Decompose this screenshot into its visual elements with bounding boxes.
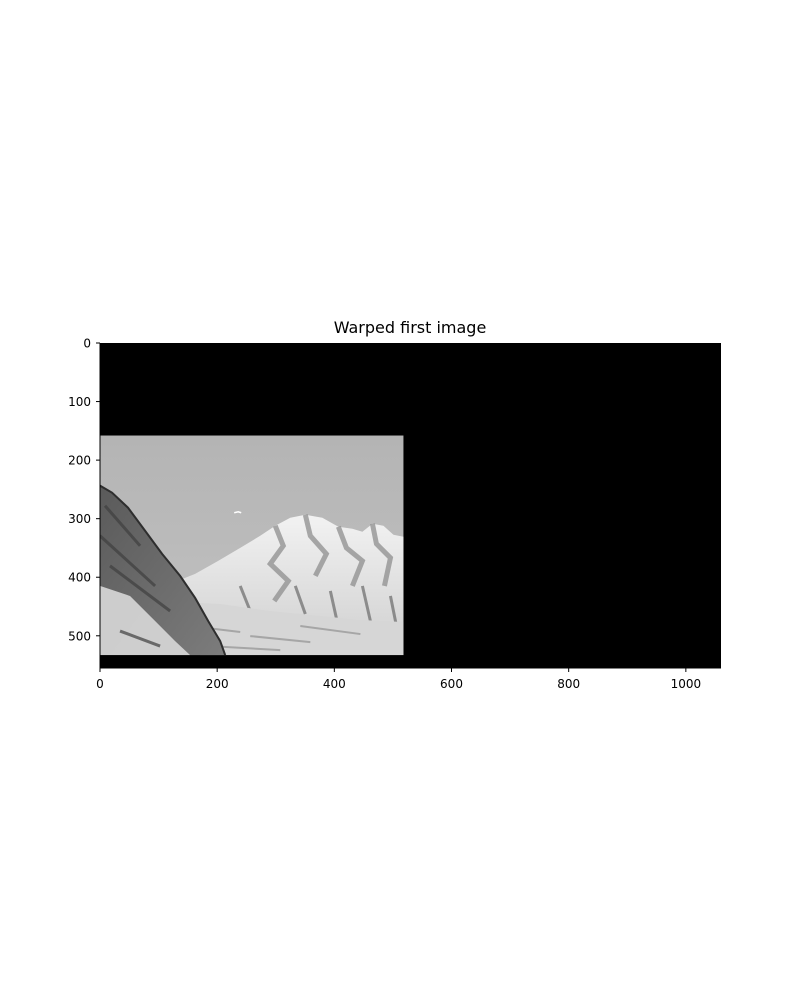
valley-rubble (190, 625, 361, 652)
left-slope-edge (100, 484, 227, 656)
x-tick-label: 600 (440, 677, 463, 691)
bird-speck (234, 510, 242, 514)
axes: 0 200 400 600 800 1000 0 100 200 300 400 500 (68, 337, 721, 691)
left-slope-snow-patches (100, 585, 191, 656)
y-tick-label: 100 (68, 395, 91, 409)
y-tick-label: 300 (68, 512, 91, 526)
y-tick-label: 0 (83, 337, 91, 351)
x-tick-label: 800 (557, 677, 580, 691)
photo-inner-layer (100, 435, 404, 656)
left-slope-rock-bands (100, 504, 172, 648)
y-tick-label: 400 (68, 571, 91, 585)
x-tick-label: 200 (206, 677, 229, 691)
warped-mountain-photo (100, 435, 404, 656)
massif-shadow-ridges (266, 514, 394, 603)
y-tick-label: 200 (68, 454, 91, 468)
x-tick-label: 400 (323, 677, 346, 691)
x-tick-label: 1000 (671, 677, 702, 691)
y-tick-label: 500 (68, 629, 91, 643)
massif-dark-streaks (238, 585, 398, 627)
chart-title: Warped first image (334, 318, 487, 337)
x-tick-label: 0 (96, 677, 104, 691)
